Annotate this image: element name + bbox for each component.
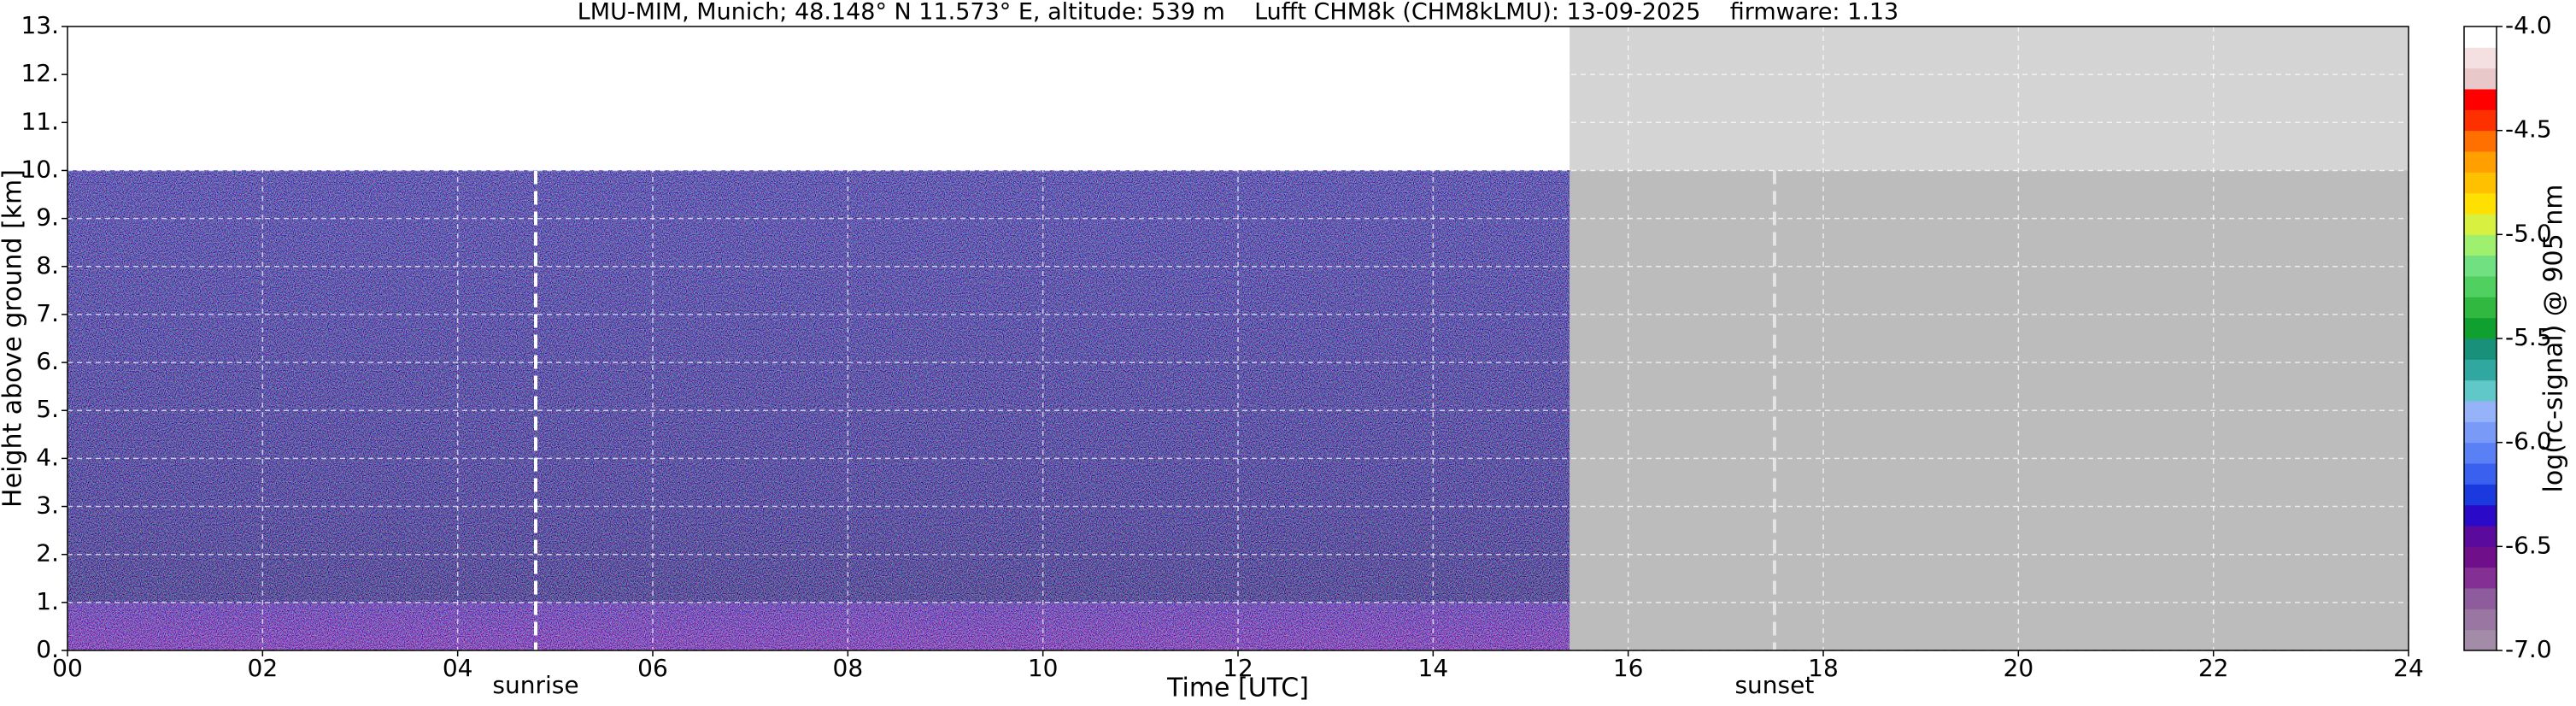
colorbar-tick-label: -4.0 bbox=[2505, 11, 2552, 39]
chart-title: LMU-MIM, Munich; 48.148° N 11.573° E, al… bbox=[578, 0, 1898, 26]
x-tick-label: 12 bbox=[1223, 654, 1253, 682]
x-tick-label: 20 bbox=[2004, 654, 2034, 682]
colorbar-band bbox=[2464, 89, 2497, 110]
colorbar-band bbox=[2464, 172, 2497, 194]
colorbar-band bbox=[2464, 526, 2497, 547]
colorbar-band bbox=[2464, 504, 2497, 527]
y-tick-label: 1. bbox=[36, 587, 59, 615]
y-tick-label: 11. bbox=[21, 107, 59, 135]
y-tick-label: 4. bbox=[36, 443, 59, 471]
colorbar-band bbox=[2464, 588, 2497, 609]
colorbar-band bbox=[2464, 68, 2497, 90]
x-axis-label: Time [UTC] bbox=[1166, 674, 1309, 703]
colorbar-band bbox=[2464, 192, 2497, 215]
colorbar-tick-label: -6.5 bbox=[2505, 531, 2552, 559]
no-data-upper bbox=[1570, 26, 2409, 171]
x-tick-label: 10 bbox=[1028, 654, 1059, 682]
x-tick-label: 18 bbox=[1808, 654, 1839, 682]
colorbar-band bbox=[2464, 463, 2497, 485]
colorbar-band bbox=[2464, 401, 2497, 422]
colorbar-band bbox=[2464, 546, 2497, 568]
y-tick-label: 0. bbox=[36, 635, 59, 663]
colorbar-tick-label: -5.0 bbox=[2505, 219, 2552, 247]
colorbar-band bbox=[2464, 276, 2497, 297]
y-tick-label: 3. bbox=[36, 491, 59, 520]
colorbar-band bbox=[2464, 609, 2497, 631]
colorbar-label: log(rc-signal) @ 905 nm bbox=[2539, 185, 2569, 493]
colorbar-band bbox=[2464, 629, 2497, 651]
colorbar-band bbox=[2464, 109, 2497, 132]
colorbar-band bbox=[2464, 255, 2497, 277]
y-tick-label: 2. bbox=[36, 539, 59, 568]
colorbar-band bbox=[2464, 214, 2497, 235]
x-tick-label: 00 bbox=[52, 654, 83, 682]
colorbar-band bbox=[2464, 234, 2497, 256]
colorbar-band bbox=[2464, 442, 2497, 464]
colorbar-band bbox=[2464, 567, 2497, 589]
no-range-area bbox=[67, 26, 1570, 171]
x-tick-label: 22 bbox=[2198, 654, 2229, 682]
colorbar-tick-label: -7.0 bbox=[2505, 635, 2552, 663]
x-tick-label: 06 bbox=[637, 654, 668, 682]
x-tick-label: 04 bbox=[443, 654, 473, 682]
colorbar-band bbox=[2464, 317, 2497, 339]
colorbar-band bbox=[2464, 421, 2497, 444]
y-tick-label: 5. bbox=[36, 395, 59, 423]
colorbar-band bbox=[2464, 338, 2497, 360]
plot-frame bbox=[67, 26, 2409, 651]
x-tick-label: 08 bbox=[833, 654, 864, 682]
colorbar-band bbox=[2464, 297, 2497, 319]
x-tick-label: 24 bbox=[2393, 654, 2424, 682]
colorbar-band bbox=[2464, 151, 2497, 173]
x-tick-label: 16 bbox=[1613, 654, 1644, 682]
colorbar-band bbox=[2464, 484, 2497, 506]
colorbar-band bbox=[2464, 130, 2497, 152]
colorbar-tick-label: -6.0 bbox=[2505, 427, 2552, 456]
y-tick-label: 6. bbox=[36, 347, 59, 375]
colorbar-tick-label: -5.5 bbox=[2505, 323, 2552, 351]
y-tick-label: 12. bbox=[21, 59, 59, 87]
colorbar-band bbox=[2464, 47, 2497, 69]
x-tick-label: 02 bbox=[248, 654, 279, 682]
colorbar-band bbox=[2464, 379, 2497, 402]
y-axis-label: Height above ground [km] bbox=[0, 169, 28, 508]
y-tick-label: 7. bbox=[36, 299, 59, 327]
sun-label: sunset bbox=[1734, 671, 1814, 699]
y-tick-label: 9. bbox=[36, 203, 59, 232]
signal-noise bbox=[67, 170, 1570, 650]
colorbar-tick-label: -4.5 bbox=[2505, 115, 2552, 144]
colorbar-band bbox=[2464, 26, 2497, 48]
sun-label: sunrise bbox=[492, 671, 578, 699]
y-tick-label: 8. bbox=[36, 251, 59, 279]
colorbar-band bbox=[2464, 359, 2497, 381]
x-tick-label: 14 bbox=[1418, 654, 1449, 682]
y-tick-label: 13. bbox=[21, 11, 59, 39]
y-tick-label: 10. bbox=[21, 155, 59, 183]
